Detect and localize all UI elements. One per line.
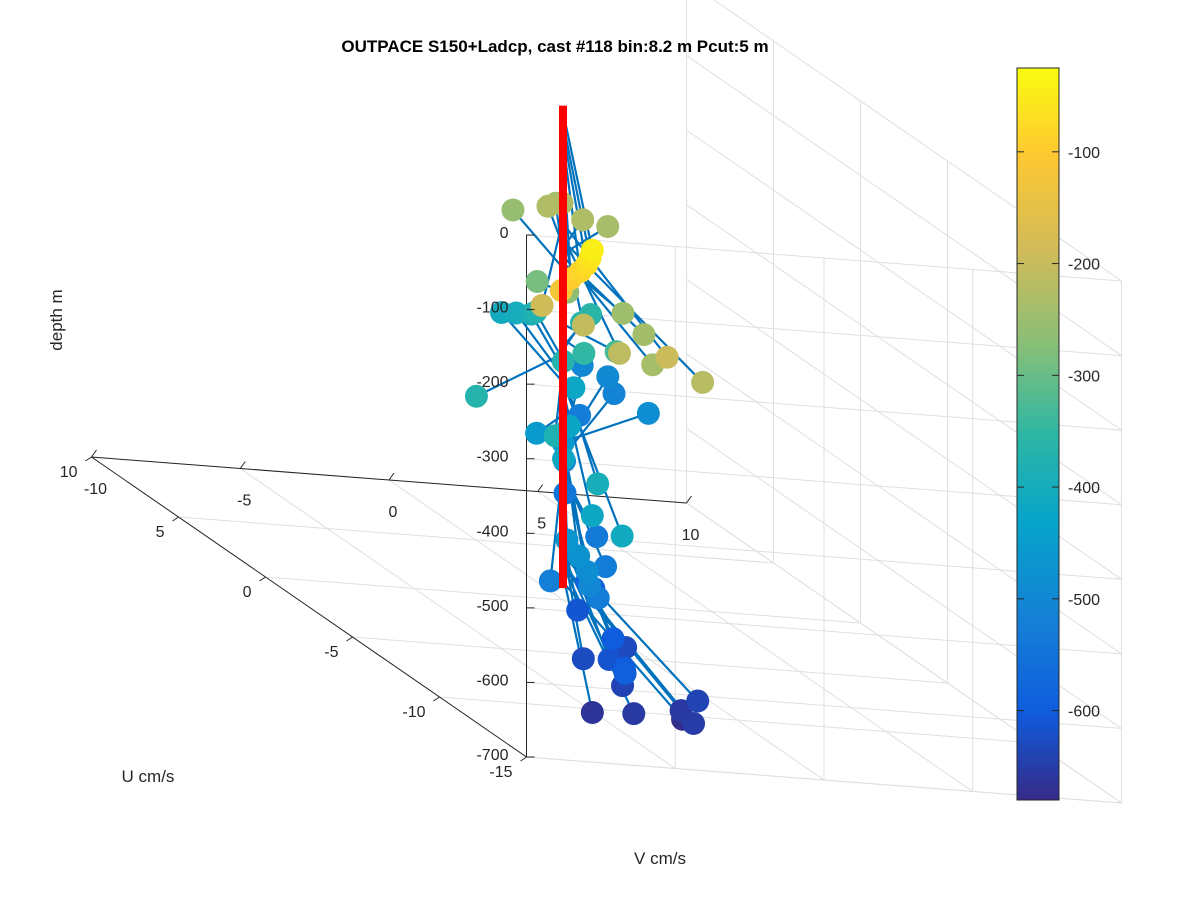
x-tick-mark <box>686 495 692 504</box>
colorbar-tick-label: -300 <box>1068 368 1100 385</box>
velocity-marker <box>567 544 591 568</box>
velocity-marker <box>632 323 656 347</box>
z-tick-label: -300 <box>476 449 508 466</box>
chart-title: OUTPACE S150+Ladcp, cast #118 bin:8.2 m … <box>341 37 768 56</box>
velocity-marker <box>572 341 596 365</box>
y-tick-mark <box>433 696 440 702</box>
z-tick-label: -200 <box>476 374 508 391</box>
velocity-marker <box>525 270 549 294</box>
y-tick-label: 10 <box>60 464 78 481</box>
velocity-stick <box>561 122 592 259</box>
velocity-marker <box>601 627 625 651</box>
colorbar: -100 -200 -300 -400 -500 -600 <box>1016 67 1100 801</box>
velocity-marker <box>501 198 525 222</box>
y-tick-mark <box>85 456 92 462</box>
y-tick-mark <box>172 516 179 522</box>
colorbar-tick-label: -500 <box>1068 592 1100 609</box>
z-tick-label: -400 <box>476 523 508 540</box>
velocity-marker <box>566 598 590 622</box>
velocity-marker <box>596 365 620 389</box>
velocity-stick <box>500 311 564 383</box>
z-tick-label: 0 <box>500 225 509 242</box>
grid-line <box>537 491 974 792</box>
x-tick-label: 0 <box>389 504 398 521</box>
y-tick-label: -15 <box>489 764 512 781</box>
velocity-stick <box>562 412 649 443</box>
velocity-marker <box>525 421 549 445</box>
z-tick-label: -100 <box>476 300 508 317</box>
x-tick-label: 10 <box>682 527 700 544</box>
y-tick-label: -10 <box>402 704 425 721</box>
velocity-marker <box>611 301 635 325</box>
x-tick-label: -5 <box>237 493 251 510</box>
velocity-stick <box>561 389 594 516</box>
y-tick-mark <box>346 636 353 642</box>
velocity-marker <box>536 194 560 218</box>
velocity-marker <box>571 208 595 232</box>
velocity-marker <box>613 661 637 685</box>
y-axis-line <box>91 456 527 758</box>
z-axis-label: depth m <box>47 289 66 350</box>
z-tick-label: -500 <box>476 598 508 615</box>
velocity-marker <box>571 647 595 671</box>
y-tick-mark <box>259 576 266 582</box>
y-tick-label: 0 <box>243 584 252 601</box>
colorbar-bar <box>1016 67 1060 801</box>
x-tick-mark <box>239 461 246 469</box>
x-axis-label: V cm/s <box>634 849 686 868</box>
velocity-marker <box>691 370 715 394</box>
velocity-stick <box>512 209 564 269</box>
colorbar-ticks: -100 -200 -300 -400 -500 -600 <box>1017 145 1100 721</box>
velocity-marker <box>571 313 595 337</box>
velocity-marker <box>530 293 554 317</box>
axis-tick-labels: 0-100-200-300-400-500-600-700-15-10-5051… <box>60 225 700 781</box>
grid-line <box>439 696 1035 744</box>
velocity-marker <box>682 711 706 735</box>
colorbar-tick-label: -400 <box>1068 480 1100 497</box>
velocity-marker <box>562 376 586 400</box>
velocity-stick <box>561 573 594 713</box>
x-tick-label: -10 <box>84 481 107 498</box>
velocity-stick <box>475 352 564 398</box>
z-tick-label: -600 <box>476 672 508 689</box>
velocity-marker <box>636 401 660 425</box>
velocity-marker <box>594 555 618 579</box>
y-tick-label: 5 <box>156 524 165 541</box>
x-tick-mark <box>537 484 544 492</box>
velocity-marker <box>622 702 646 726</box>
colorbar-tick-label: -200 <box>1068 257 1100 274</box>
velocity-marker <box>464 384 488 408</box>
x-tick-label: 5 <box>537 516 546 533</box>
velocity-stick <box>562 235 621 354</box>
grid-line <box>352 636 948 684</box>
z-tick-label: -700 <box>476 747 508 764</box>
velocity-marker <box>580 504 604 528</box>
colorbar-tick-label: -100 <box>1068 145 1100 162</box>
y-tick-label: -5 <box>324 644 338 661</box>
velocity-marker <box>580 701 604 725</box>
colorbar-tick-label: -600 <box>1068 704 1100 721</box>
x-tick-mark <box>91 449 97 458</box>
grid-line <box>178 516 774 564</box>
grid-line <box>239 468 676 769</box>
velocity-marker <box>596 215 620 239</box>
y-axis-label: U cm/s <box>122 767 175 786</box>
x-tick-mark <box>388 472 395 481</box>
velocity-marker <box>610 524 634 548</box>
velocity-marker <box>655 345 679 369</box>
y-tick-mark <box>520 756 527 762</box>
velocity-marker <box>608 341 632 365</box>
velocity-markers <box>464 191 715 735</box>
velocity-marker <box>580 238 604 262</box>
velocity-marker <box>686 689 710 713</box>
velocity-marker <box>586 472 610 496</box>
velocity-marker <box>585 525 609 549</box>
velocity-marker <box>538 569 562 593</box>
grid-line <box>265 576 861 624</box>
